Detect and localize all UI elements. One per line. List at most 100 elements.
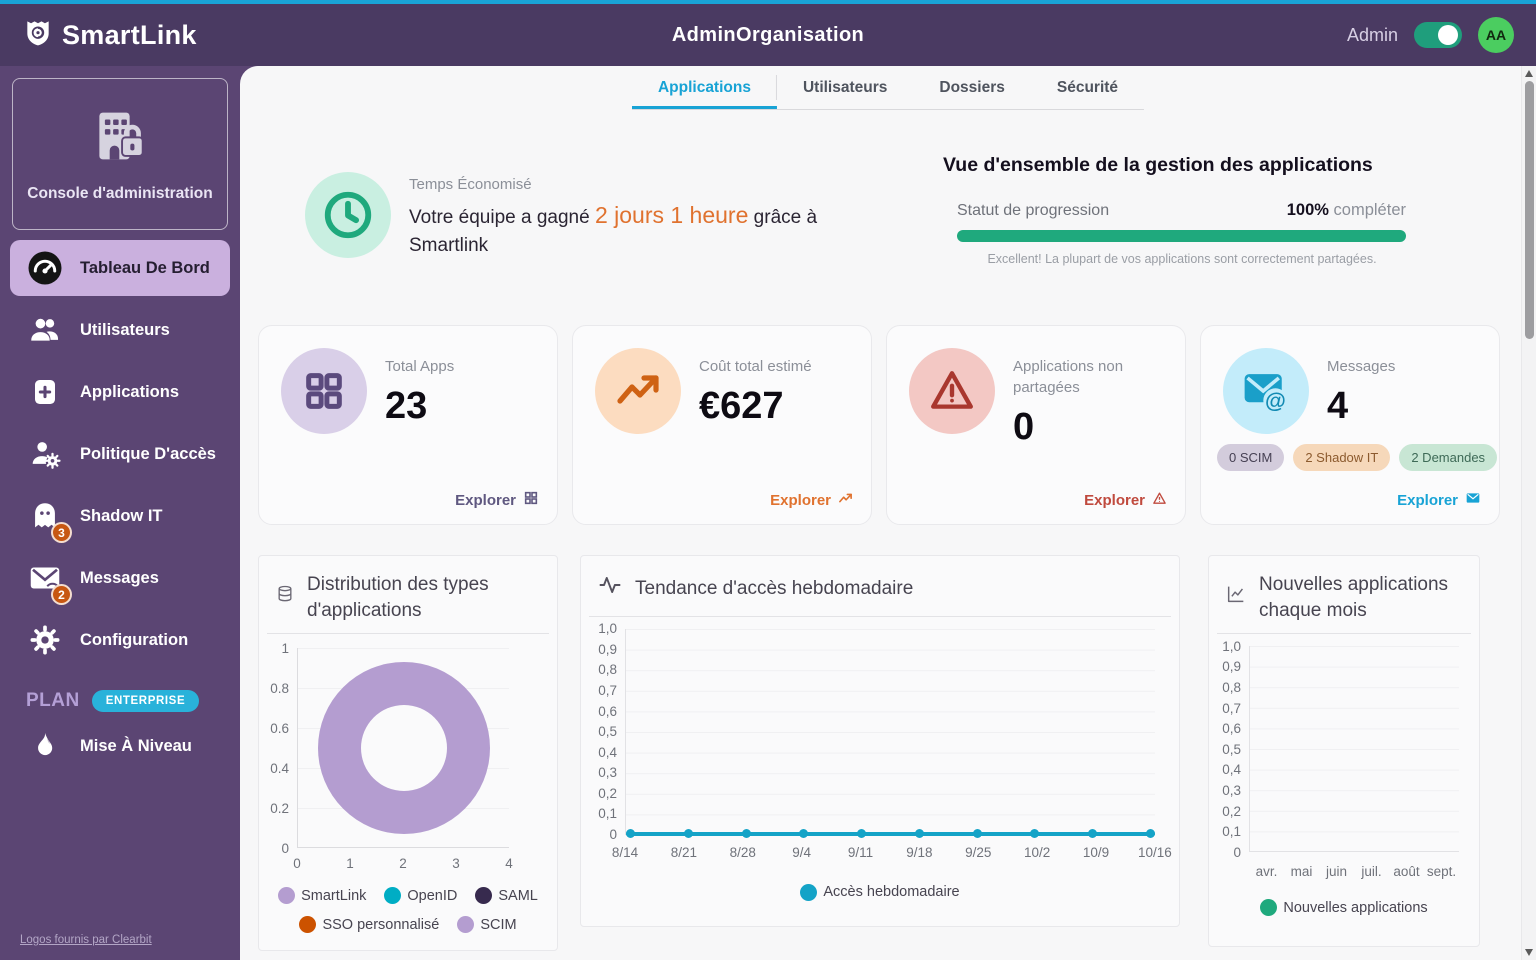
bar-y-axis: 1,0 0,9 0,8 0,7 0,6 0,5 0,4 0,3 0,2 0,1 0: [1222, 638, 1241, 860]
tab-applications[interactable]: Applications: [632, 66, 777, 109]
legend-label: Accès hebdomadaire: [823, 884, 960, 901]
grid-small-icon: [523, 490, 539, 510]
card-label: Messages: [1327, 358, 1396, 375]
sidebar-item-label: Mise À Niveau: [80, 736, 192, 755]
grid-icon: [281, 348, 367, 434]
header-right: Admin AA: [1347, 17, 1514, 53]
card-value: 4: [1327, 385, 1349, 427]
mail-icon: 2: [26, 559, 72, 605]
bar-chart-title: Nouvelles applications chaque mois: [1259, 574, 1449, 621]
legend-item[interactable]: OpenID: [384, 887, 458, 905]
legend-label: OpenID: [407, 887, 458, 904]
brand-name: SmartLink: [62, 19, 197, 50]
explore-label: Explorer: [1397, 491, 1458, 509]
data-point: [972, 829, 982, 839]
donut-hole: [360, 704, 447, 791]
data-point: [626, 829, 635, 839]
tab-utilisateurs[interactable]: Utilisateurs: [777, 66, 913, 109]
mail-small-icon: [1465, 490, 1481, 510]
scroll-up-arrow[interactable]: [1525, 70, 1533, 77]
time-saved-highlight: 2 jours 1 heure: [594, 202, 749, 228]
bar-plot-area: 1,0 0,9 0,8 0,7 0,6 0,5 0,4 0,3 0,2 0,1 0: [1209, 638, 1479, 860]
legend-item[interactable]: SAML: [475, 887, 538, 905]
progress-bar: [957, 230, 1406, 242]
line-series: [626, 829, 1155, 839]
users-icon: [26, 311, 64, 349]
sidebar-item-utilisateurs[interactable]: Utilisateurs: [10, 302, 230, 358]
scrollbar[interactable]: [1521, 66, 1536, 960]
tab-label: Dossiers: [939, 78, 1005, 96]
plan-badge[interactable]: ENTERPRISE: [91, 690, 200, 712]
pill-demandes: 2 Demandes: [1399, 444, 1498, 471]
app-plus-icon: [26, 373, 64, 411]
overview-section: Vue d'ensemble de la gestion des applica…: [943, 154, 1421, 266]
legend-item[interactable]: Accès hebdomadaire: [800, 883, 960, 901]
tab-label: Utilisateurs: [802, 78, 888, 96]
bar-x-axis: avr. mai juin juil. août sept.: [1255, 864, 1457, 880]
top-accent-bar: [0, 0, 1536, 4]
legend-item[interactable]: SCIM: [457, 916, 517, 934]
sidebar-item-tableau-de-bord[interactable]: Tableau De Bord: [10, 240, 230, 296]
bar-legend: Nouvelles applications: [1209, 899, 1479, 917]
card-apps-non-partagees: Applications non partagées 0 Explorer: [886, 325, 1186, 525]
line-plot: [625, 628, 1155, 839]
sidebar-item-messages[interactable]: 2 Messages: [10, 550, 230, 606]
time-saved-label: Temps Économisé: [409, 176, 532, 193]
progress-caption: Excellent! La plupart de vos application…: [987, 252, 1377, 266]
scroll-down-arrow[interactable]: [1525, 949, 1533, 956]
legend-label: SAML: [498, 887, 538, 904]
stat-cards: Total Apps 23 Explorer Coût total estimé…: [258, 325, 1500, 525]
tab-securite[interactable]: Sécurité: [1031, 66, 1144, 109]
sidebar-item-shadow-it[interactable]: 3 Shadow IT: [10, 488, 230, 544]
legend-item[interactable]: Nouvelles applications: [1260, 899, 1428, 917]
bar-chart-header: Nouvelles applications chaque mois: [1209, 556, 1479, 633]
brand-logo[interactable]: SmartLink: [22, 16, 197, 55]
legend-item[interactable]: SmartLink: [278, 887, 366, 905]
progress-value: 100% compléter: [1287, 201, 1406, 220]
line-chart-title: Tendance d'accès hebdomadaire: [635, 578, 914, 599]
legend-swatch: [475, 887, 493, 905]
sidebar-item-applications[interactable]: Applications: [10, 364, 230, 420]
legend-swatch: [457, 916, 475, 934]
data-point: [1145, 829, 1155, 839]
tab-bar: Applications Utilisateurs Dossiers Sécur…: [631, 66, 1145, 110]
pulse-icon: [597, 572, 623, 606]
sidebar-item-mise-a-niveau[interactable]: Mise À Niveau: [10, 718, 230, 774]
tab-dossiers[interactable]: Dossiers: [913, 66, 1030, 109]
legend-item[interactable]: SSO personnalisé: [299, 916, 440, 934]
explore-cout-link[interactable]: Explorer: [770, 491, 853, 510]
scrollbar-thumb[interactable]: [1525, 81, 1534, 339]
card-cout-total: Coût total estimé €627 Explorer: [572, 325, 872, 525]
messages-badge: 2: [51, 584, 72, 605]
admin-toggle[interactable]: [1414, 22, 1462, 48]
line-chart-header: Tendance d'accès hebdomadaire: [581, 556, 1179, 616]
card-messages: @ Messages 4 0 SCIM 2 Shadow IT 2 Demand…: [1200, 325, 1500, 525]
user-gear-icon: [26, 435, 64, 473]
explore-messages-link[interactable]: Explorer: [1397, 490, 1481, 510]
line-legend: Accès hebdomadaire: [581, 883, 1179, 901]
data-point: [741, 829, 751, 839]
sidebar-item-configuration[interactable]: Configuration: [10, 612, 230, 668]
data-point: [683, 829, 693, 839]
sidebar-item-label: Configuration: [80, 630, 189, 649]
legend-swatch: [1260, 899, 1278, 917]
database-icon: [275, 584, 295, 612]
explore-non-partagees-link[interactable]: Explorer: [1084, 491, 1167, 510]
clearbit-link[interactable]: Logos fournis par Clearbit: [20, 934, 152, 946]
shield-logo-icon: [22, 16, 54, 55]
legend-swatch: [299, 916, 317, 934]
time-saved-message: Votre équipe a gagné 2 jours 1 heure grâ…: [409, 199, 839, 260]
sidebar-item-politique-dacces[interactable]: Politique D'accès: [10, 426, 230, 482]
card-value: 23: [385, 385, 428, 427]
tab-label: Sécurité: [1056, 78, 1119, 96]
legend-label: SSO personnalisé: [322, 916, 440, 933]
mail-at-icon: @: [1223, 348, 1309, 434]
console-card[interactable]: Console d'administration: [12, 78, 228, 230]
explore-total-apps-link[interactable]: Explorer: [455, 490, 539, 510]
gauge-icon: [26, 249, 64, 287]
donut-chart: [317, 661, 490, 834]
avatar[interactable]: AA: [1478, 17, 1514, 53]
legend-label: SCIM: [480, 916, 517, 933]
pill-scim: 0 SCIM: [1217, 444, 1285, 471]
